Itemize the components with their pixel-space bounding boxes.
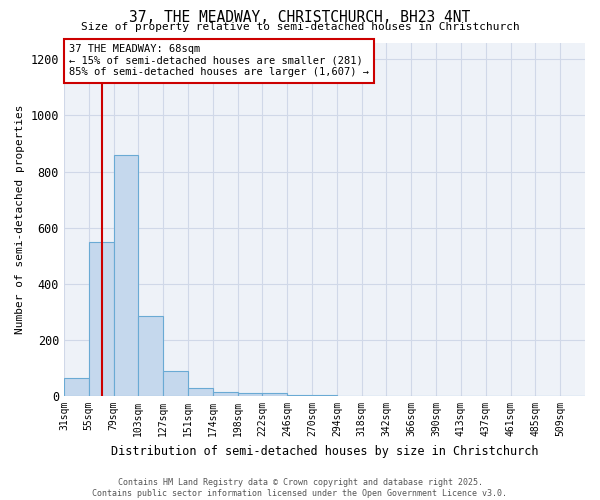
Text: Size of property relative to semi-detached houses in Christchurch: Size of property relative to semi-detach… (80, 22, 520, 32)
Text: 37, THE MEADWAY, CHRISTCHURCH, BH23 4NT: 37, THE MEADWAY, CHRISTCHURCH, BH23 4NT (130, 10, 470, 25)
Bar (163, 371, 188, 396)
Bar (213, 392, 238, 396)
Bar (262, 393, 287, 396)
Bar (312, 394, 337, 396)
Bar (64, 378, 89, 396)
Bar (287, 394, 312, 396)
Text: 37 THE MEADWAY: 68sqm
← 15% of semi-detached houses are smaller (281)
85% of sem: 37 THE MEADWAY: 68sqm ← 15% of semi-deta… (69, 44, 369, 78)
Y-axis label: Number of semi-detached properties: Number of semi-detached properties (15, 104, 25, 334)
Bar (113, 154, 139, 396)
Bar (139, 316, 163, 396)
X-axis label: Distribution of semi-detached houses by size in Christchurch: Distribution of semi-detached houses by … (111, 444, 538, 458)
Bar (238, 393, 262, 396)
Text: Contains HM Land Registry data © Crown copyright and database right 2025.
Contai: Contains HM Land Registry data © Crown c… (92, 478, 508, 498)
Bar (188, 388, 213, 396)
Bar (89, 242, 113, 396)
